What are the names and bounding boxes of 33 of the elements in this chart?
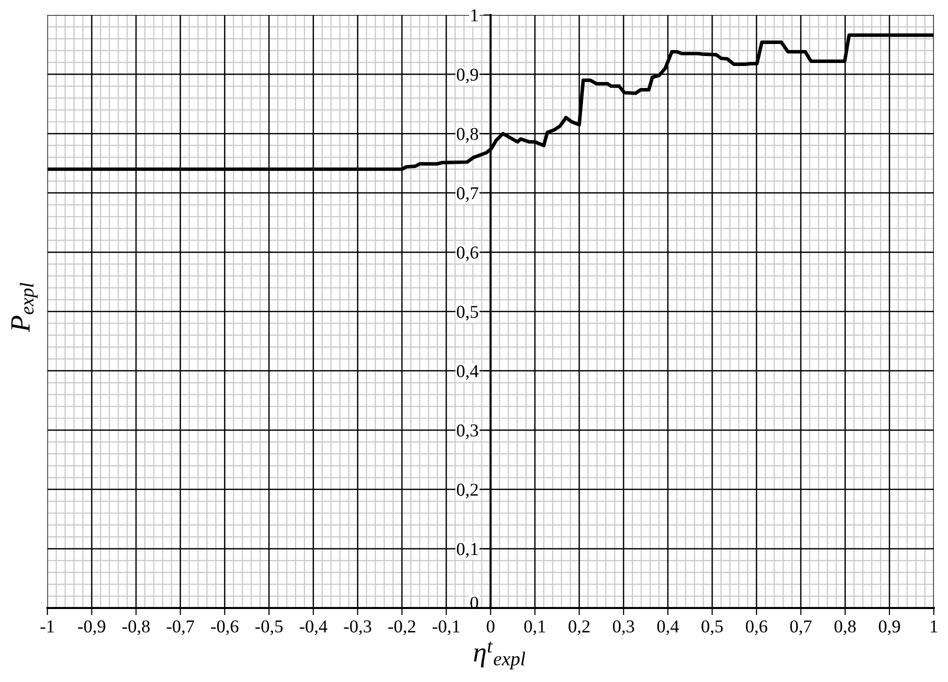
- y-tick-label: 0,7: [456, 187, 478, 202]
- y-tick-label: 0,9: [456, 68, 478, 84]
- x-tick-label: -0,8: [122, 620, 150, 636]
- y-tick-label: 0,8: [456, 128, 478, 143]
- y-tick-label: 1: [471, 9, 478, 22]
- y-tick-label: 0,3: [456, 424, 478, 440]
- x-tick-label: -0,1: [432, 620, 460, 636]
- y-tick-label: 0,4: [456, 365, 478, 380]
- x-tick-label: 0,4: [657, 620, 679, 636]
- x-tick-label: 0: [486, 620, 494, 633]
- y-tick-label: 0,6: [456, 246, 478, 262]
- x-tick-label: 0,8: [834, 620, 856, 636]
- x-tick-label: 0,3: [612, 620, 634, 636]
- x-tick-label: 0,9: [878, 620, 900, 636]
- x-tick-label: 0,5: [702, 620, 723, 636]
- x-tick-label: -0,3: [344, 620, 372, 636]
- x-tick-label: -0,4: [300, 620, 328, 636]
- x-tick-label: 0,2: [568, 620, 590, 636]
- x-tick-label: -0,2: [388, 620, 416, 636]
- x-axis-title: η$^{t}$$_{expl}$: [474, 642, 526, 670]
- x-tick-label: -0,5: [255, 620, 283, 636]
- x-tick-label: 1: [930, 620, 938, 632]
- y-axis-title: P$_{expl}$: [11, 282, 38, 332]
- y-tick-label: 0,5: [456, 306, 478, 321]
- y-tick-label: 0,1: [456, 542, 478, 558]
- x-tick-label: -0,6: [211, 620, 238, 636]
- x-tick-label: -0,7: [166, 620, 194, 636]
- y-tick-label: 0,2: [456, 484, 478, 498]
- x-tick-label: 0,6: [746, 620, 768, 636]
- x-tick-label: -1: [40, 620, 54, 632]
- x-tick-label: 0,1: [524, 620, 546, 636]
- x-tick-label: -0,9: [78, 620, 106, 636]
- x-tick-label: 0,7: [790, 620, 812, 636]
